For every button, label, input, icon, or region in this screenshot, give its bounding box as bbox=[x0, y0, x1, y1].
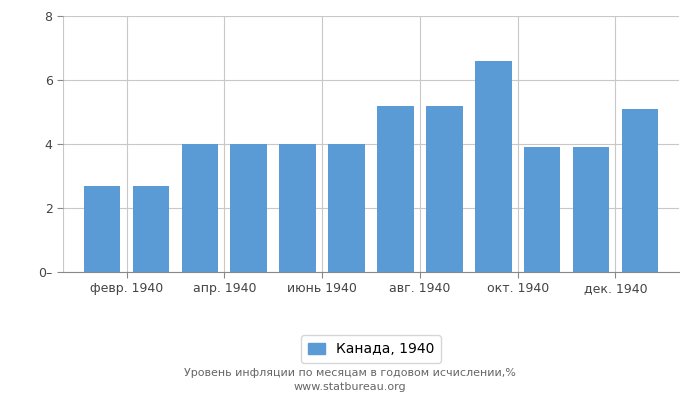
Text: Уровень инфляции по месяцам в годовом исчислении,%
www.statbureau.org: Уровень инфляции по месяцам в годовом ис… bbox=[184, 368, 516, 392]
Bar bbox=[622, 109, 658, 272]
Bar bbox=[377, 106, 414, 272]
Bar bbox=[426, 106, 463, 272]
Bar bbox=[84, 186, 120, 272]
Legend: Канада, 1940: Канада, 1940 bbox=[301, 335, 441, 363]
Bar bbox=[181, 144, 218, 272]
Bar bbox=[133, 186, 169, 272]
Bar bbox=[524, 147, 561, 272]
Bar bbox=[475, 61, 512, 272]
Bar bbox=[279, 144, 316, 272]
Bar bbox=[230, 144, 267, 272]
Bar bbox=[573, 147, 609, 272]
Bar bbox=[328, 144, 365, 272]
